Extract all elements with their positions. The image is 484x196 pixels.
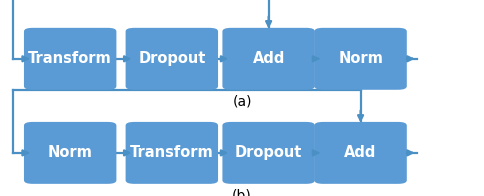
- Text: Transform: Transform: [130, 145, 214, 160]
- Text: Add: Add: [345, 145, 377, 160]
- FancyBboxPatch shape: [24, 122, 117, 184]
- FancyBboxPatch shape: [125, 122, 218, 184]
- FancyBboxPatch shape: [223, 122, 315, 184]
- FancyBboxPatch shape: [223, 28, 315, 90]
- Text: (a): (a): [232, 94, 252, 108]
- Text: Norm: Norm: [48, 145, 92, 160]
- Text: (b): (b): [232, 188, 252, 196]
- Text: Norm: Norm: [338, 51, 383, 66]
- Text: Add: Add: [253, 51, 285, 66]
- FancyBboxPatch shape: [24, 28, 117, 90]
- FancyBboxPatch shape: [315, 28, 407, 90]
- Text: Transform: Transform: [28, 51, 112, 66]
- FancyBboxPatch shape: [125, 28, 218, 90]
- Text: Dropout: Dropout: [138, 51, 206, 66]
- Text: Dropout: Dropout: [235, 145, 302, 160]
- FancyBboxPatch shape: [315, 122, 407, 184]
